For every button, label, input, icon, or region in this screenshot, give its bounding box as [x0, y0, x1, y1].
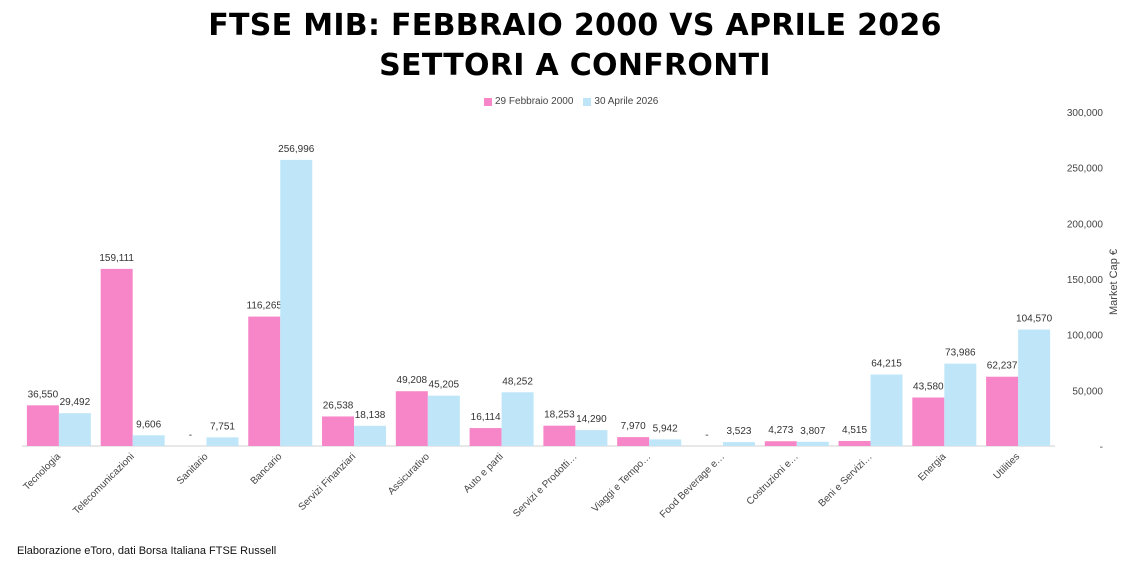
data-label-series2: 256,996 [278, 144, 315, 155]
chart-legend: 29 Febbraio 2000 30 Aprile 2026 [484, 96, 658, 107]
data-label-series1: 36,550 [28, 389, 59, 400]
x-tick-label: Tecnologia [21, 451, 63, 493]
legend-label-series1: 29 Febbraio 2000 [495, 96, 574, 107]
y-tick-label: 200,000 [1067, 219, 1104, 230]
bar-series1 [322, 416, 355, 446]
bar-series2 [132, 435, 165, 446]
data-label-series2: 18,138 [355, 410, 386, 421]
bar-series2 [206, 437, 239, 446]
data-label-series1: - [705, 430, 708, 441]
y-tick-label: 50,000 [1072, 386, 1103, 397]
data-label-series1: - [189, 430, 192, 441]
bar-series1 [543, 425, 576, 446]
bar-series1 [469, 428, 502, 446]
bar-series1 [912, 397, 945, 446]
data-label-series2: 48,252 [502, 376, 533, 387]
bar-series1 [248, 316, 281, 446]
data-label-series1: 7,970 [621, 421, 646, 432]
data-label-series2: 104,570 [1016, 314, 1053, 325]
bar-series1 [838, 440, 871, 446]
data-label-series2: 45,205 [429, 380, 460, 391]
data-label-series2: 5,942 [653, 423, 678, 434]
data-label-series1: 16,114 [471, 412, 501, 423]
data-label-series1: 49,208 [397, 375, 428, 386]
data-label-series2: 14,290 [576, 414, 607, 425]
bar-series1 [395, 391, 428, 446]
data-label-series2: 29,492 [60, 397, 91, 408]
x-tick-label: Servizi e Prodotti… [511, 451, 579, 519]
y-tick-label: 100,000 [1067, 331, 1104, 342]
data-label-series2: 73,986 [945, 348, 976, 359]
bar-series1 [986, 376, 1019, 446]
x-tick-label: Energia [916, 451, 948, 483]
chart-title-line2: SETTORI A CONFRONTI [379, 48, 771, 83]
bar-series2 [796, 441, 829, 446]
y-axis-label: Market Cap € [1108, 248, 1120, 315]
bar-series2 [427, 395, 460, 446]
data-label-series1: 18,253 [544, 410, 575, 421]
x-tick-label: Servizi Finanziari [297, 451, 359, 513]
x-tick-label: Sanitario [175, 451, 211, 487]
x-tick-label: Bancario [249, 451, 285, 487]
x-tick-label: Utilities [992, 451, 1023, 482]
data-label-series1: 4,273 [768, 425, 793, 436]
legend-swatch-series1 [484, 97, 492, 106]
source-note: Elaborazione eToro, dati Borsa Italiana … [17, 545, 277, 557]
data-label-series1: 4,515 [842, 425, 867, 436]
y-tick-label: - [1100, 442, 1103, 453]
data-label-series2: 64,215 [871, 359, 902, 370]
x-tick-label: Beni e Servizi… [817, 451, 875, 509]
x-tick-label: Assicurativo [386, 451, 432, 497]
bar-series2 [58, 413, 91, 446]
bar-series1 [100, 268, 133, 446]
data-label-series1: 62,237 [987, 361, 1018, 372]
x-tick-label: Food Beverage e… [658, 451, 727, 520]
y-tick-label: 150,000 [1067, 275, 1104, 286]
bar-series2 [575, 430, 608, 446]
bar-series2 [649, 439, 682, 446]
legend-label-series2: 30 Aprile 2026 [594, 96, 659, 107]
bar-series1 [617, 437, 650, 446]
bar-series2 [1018, 329, 1051, 446]
bar-series2 [354, 425, 387, 446]
data-label-series2: 3,523 [726, 426, 751, 437]
y-tick-label: 300,000 [1067, 108, 1104, 119]
data-label-series2: 7,751 [210, 421, 235, 432]
x-tick-label: Auto e parti [462, 451, 506, 495]
legend-swatch-series2 [583, 97, 592, 106]
x-tick-label: Costruzioni e… [745, 451, 801, 507]
bar-series2 [501, 392, 534, 446]
bar-series2 [280, 159, 313, 446]
bar-series2 [944, 363, 977, 446]
data-label-series2: 9,606 [136, 419, 161, 430]
x-tick-label: Viaggi e Tempo… [590, 451, 653, 514]
legend-item-series1: 29 Febbraio 2000 [484, 96, 573, 107]
data-label-series1: 26,538 [323, 400, 354, 411]
y-tick-label: 250,000 [1067, 164, 1104, 175]
chart-title-line1: FTSE MIB: FEBBRAIO 2000 VS APRILE 2026 [208, 8, 942, 43]
x-tick-label: Telecomunicazioni [71, 451, 137, 517]
bar-series1 [26, 405, 59, 446]
bar-series2 [870, 374, 903, 446]
data-label-series1: 116,265 [247, 301, 283, 312]
data-label-series1: 43,580 [913, 381, 944, 392]
legend-item-series2: 30 Aprile 2026 [583, 96, 658, 107]
bar-series2 [722, 442, 755, 446]
data-label-series2: 3,807 [800, 426, 825, 437]
bar-series1 [764, 441, 797, 446]
data-label-series1: 159,111 [99, 253, 134, 264]
